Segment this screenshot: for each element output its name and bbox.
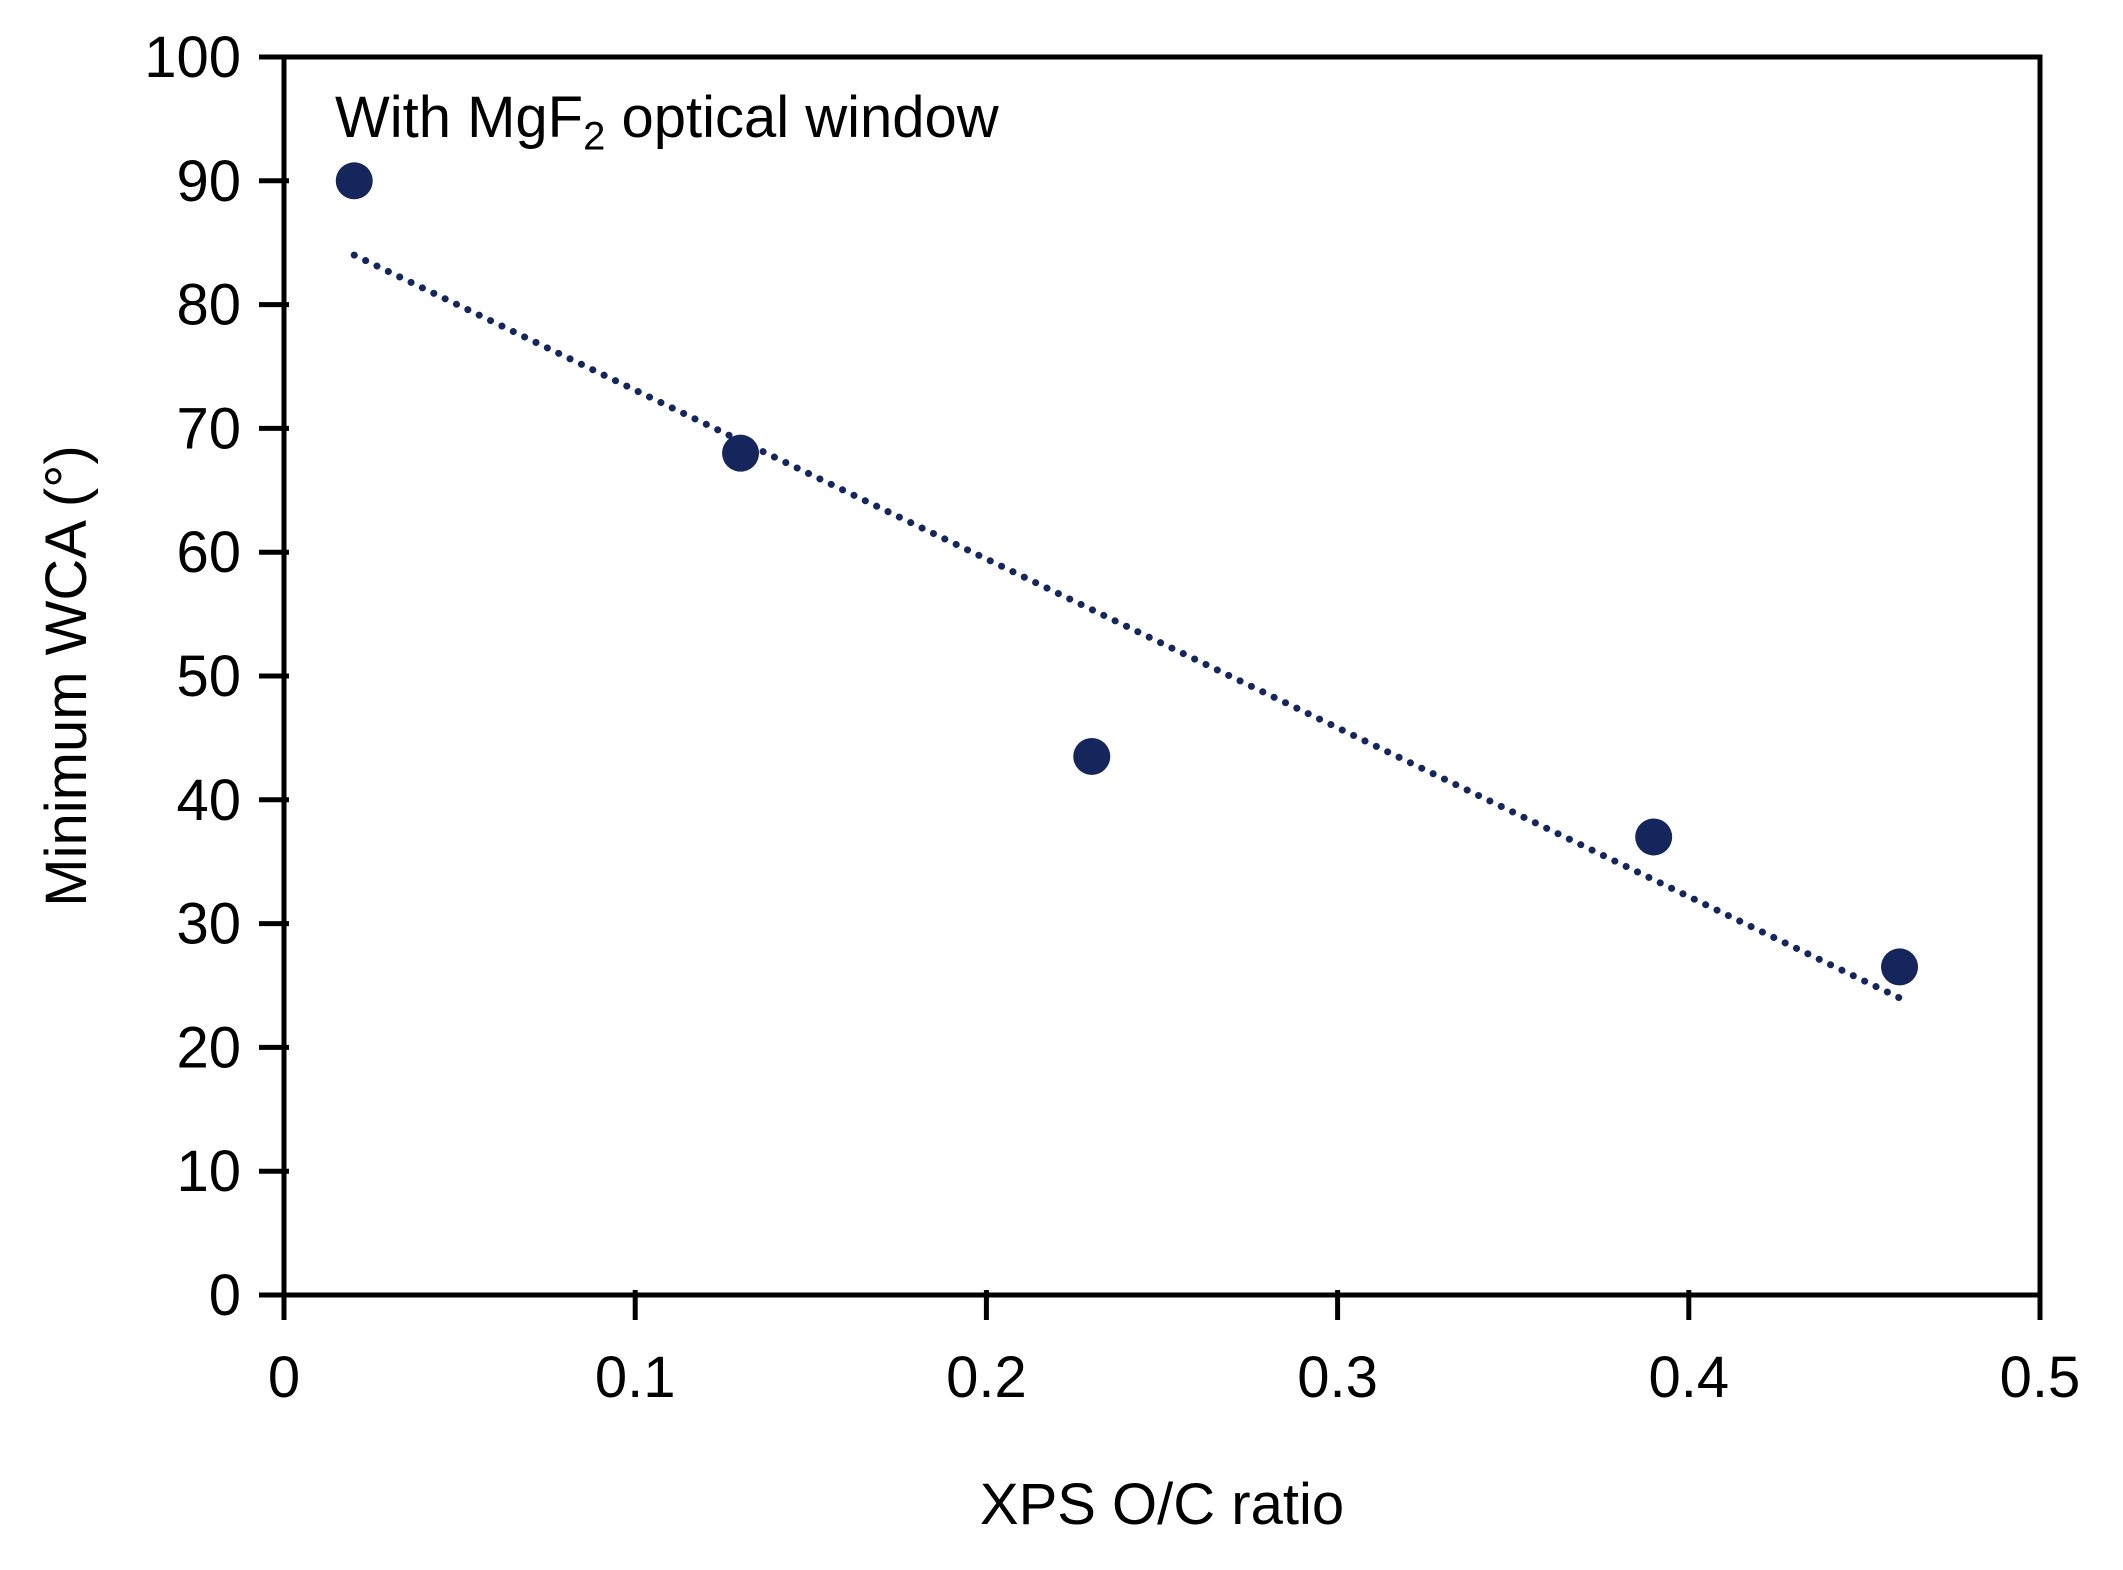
y-axis-tick-label: 20 xyxy=(176,1015,241,1080)
annotation-subscript: 2 xyxy=(583,114,606,159)
x-axis-tick-label: 0.2 xyxy=(946,1345,1027,1410)
y-axis-tick-label: 80 xyxy=(176,273,241,338)
y-axis-title: Minimum WCA (°) xyxy=(34,445,99,907)
data-point xyxy=(1881,948,1919,986)
trend-line xyxy=(350,251,1904,1002)
plot-border xyxy=(281,54,2043,1298)
x-axis-tick-label: 0.5 xyxy=(2000,1345,2081,1410)
data-point xyxy=(722,434,760,472)
y-axis-tick-label: 50 xyxy=(176,644,241,709)
data-point xyxy=(1073,737,1111,775)
data-point xyxy=(335,162,373,200)
annotation-suffix: optical window xyxy=(605,85,999,150)
series-annotation: With MgF2 optical window xyxy=(335,89,999,157)
y-axis-tick-label: 60 xyxy=(176,520,241,585)
data-point xyxy=(1635,818,1673,856)
y-axis-tick-label: 90 xyxy=(176,149,241,214)
y-axis-tick-label: 30 xyxy=(176,892,241,957)
annotation-prefix: With MgF xyxy=(335,85,584,150)
y-axis-tick-label: 100 xyxy=(144,25,241,90)
y-axis-tick-label: 0 xyxy=(209,1263,241,1328)
y-axis-tick-label: 10 xyxy=(176,1139,241,1204)
x-axis-tick-label: 0 xyxy=(268,1345,300,1410)
x-axis-tick-label: 0.1 xyxy=(595,1345,676,1410)
y-axis-tick-label: 70 xyxy=(176,396,241,461)
x-axis-title: XPS O/C ratio xyxy=(979,1472,1345,1537)
x-axis-tick-label: 0.3 xyxy=(1297,1345,1378,1410)
y-axis-tick-label: 40 xyxy=(176,768,241,833)
x-axis-tick-label: 0.4 xyxy=(1648,1345,1729,1410)
